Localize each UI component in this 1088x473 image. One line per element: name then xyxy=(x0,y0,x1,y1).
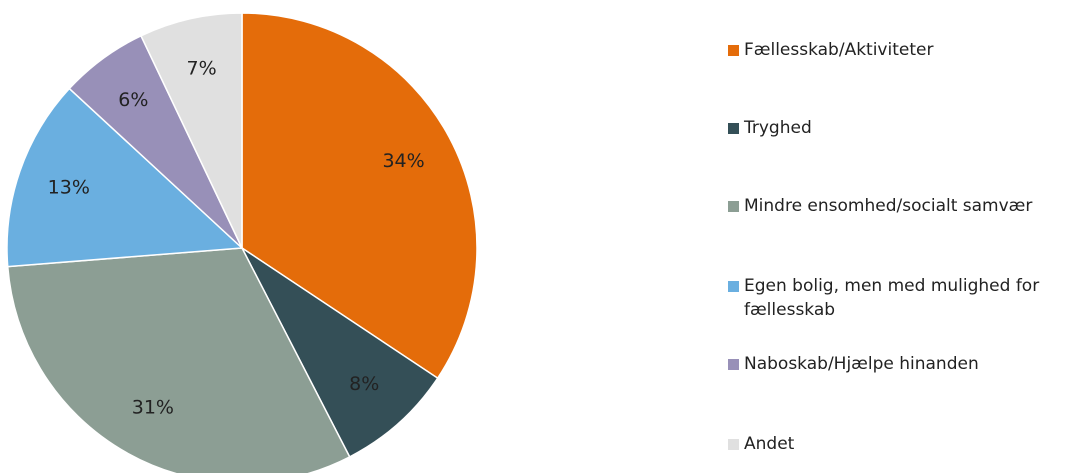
legend-label: Naboskab/Hjælpe hinanden xyxy=(744,354,979,374)
legend-swatch xyxy=(728,45,739,56)
data-label: 7% xyxy=(187,58,217,80)
legend-item: Andet xyxy=(728,432,1083,456)
legend-item: Fællesskab/Aktiviteter xyxy=(728,38,1083,62)
legend-item: Tryghed xyxy=(728,116,1083,140)
legend-item: Mindre ensomhed/socialt samvær xyxy=(728,194,1083,218)
legend-label: Mindre ensomhed/socialt samvær xyxy=(744,196,1033,216)
pie-slice xyxy=(240,245,439,458)
legend-label: Andet xyxy=(744,434,795,454)
legend-label: Tryghed xyxy=(744,118,812,138)
data-label: 34% xyxy=(382,150,424,172)
data-label: 8% xyxy=(349,373,379,395)
data-label: 31% xyxy=(132,397,174,419)
data-label: 13% xyxy=(48,177,90,199)
pie-slice xyxy=(6,247,351,473)
legend-label: Fællesskab/Aktiviteter xyxy=(744,40,934,60)
data-label: 6% xyxy=(118,89,148,111)
legend-swatch xyxy=(728,359,739,370)
legend-swatch xyxy=(728,281,739,292)
pie-slice xyxy=(6,87,244,268)
legend-swatch xyxy=(728,201,739,212)
legend-label: Egen bolig, men med mulighed for fælless… xyxy=(744,276,1040,320)
pie-slice xyxy=(139,12,243,249)
legend-swatch xyxy=(728,123,739,134)
legend-item: Naboskab/Hjælpe hinanden xyxy=(728,352,1083,376)
legend-item: Egen bolig, men med mulighed for fælless… xyxy=(728,274,1083,322)
legend-swatch xyxy=(728,439,739,450)
